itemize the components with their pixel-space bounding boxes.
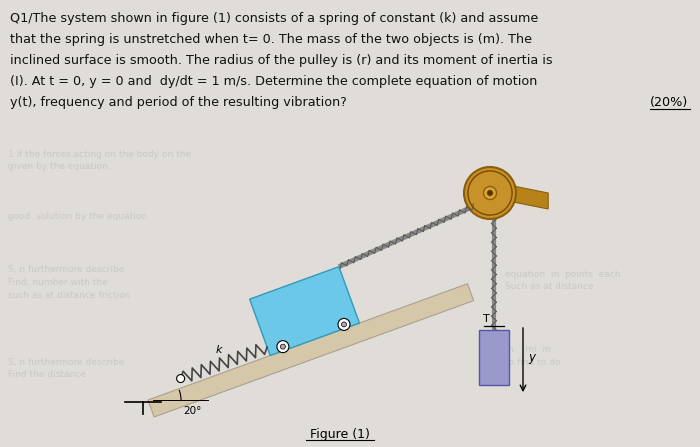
Polygon shape: [250, 267, 359, 355]
Circle shape: [281, 344, 286, 349]
Text: S, n furthermore describe: S, n furthermore describe: [8, 265, 125, 274]
Text: T: T: [482, 314, 489, 324]
Text: S, n furthermore describe: S, n furthermore describe: [8, 358, 125, 367]
Text: that the spring is unstretched when t= 0. The mass of the two objects is (m). Th: that the spring is unstretched when t= 0…: [10, 33, 532, 46]
Circle shape: [338, 318, 350, 330]
Text: y(t), frequency and period of the resulting vibration?: y(t), frequency and period of the result…: [10, 96, 347, 109]
Circle shape: [487, 190, 493, 196]
Bar: [479, 330, 509, 385]
Text: Figure (1): Figure (1): [310, 428, 370, 441]
Polygon shape: [508, 185, 548, 209]
Text: y: y: [528, 351, 535, 364]
Text: m    mi  m: m mi m: [505, 345, 551, 354]
Text: equation  in  points  each: equation in points each: [505, 270, 620, 279]
Text: Find the distance: Find the distance: [8, 370, 86, 379]
Polygon shape: [148, 284, 474, 417]
Text: (20%): (20%): [650, 96, 688, 109]
Text: 1 if the forces acting on the body on the: 1 if the forces acting on the body on th…: [8, 150, 191, 159]
Text: Such as at distance: Such as at distance: [505, 282, 594, 291]
Text: good  solution by the equation.: good solution by the equation.: [8, 212, 150, 221]
Text: Q1/The system shown in figure (1) consists of a spring of constant (k) and assum: Q1/The system shown in figure (1) consis…: [10, 12, 538, 25]
Circle shape: [176, 375, 185, 383]
Text: (I). At t = 0, y = 0 and  dy/dt = 1 m/s. Determine the complete equation of moti: (I). At t = 0, y = 0 and dy/dt = 1 m/s. …: [10, 75, 538, 88]
Circle shape: [342, 322, 346, 327]
Text: such as at distance friction: such as at distance friction: [8, 291, 130, 300]
Text: Find, number with the: Find, number with the: [8, 278, 108, 287]
Circle shape: [277, 341, 289, 353]
Text: to find to do: to find to do: [505, 358, 561, 367]
Text: given by the equation.: given by the equation.: [8, 162, 111, 171]
Text: 20°: 20°: [183, 406, 202, 416]
Circle shape: [484, 186, 496, 199]
Circle shape: [464, 167, 516, 219]
Text: inclined surface is smooth. The radius of the pulley is (r) and its moment of in: inclined surface is smooth. The radius o…: [10, 54, 552, 67]
Text: k: k: [216, 345, 223, 354]
